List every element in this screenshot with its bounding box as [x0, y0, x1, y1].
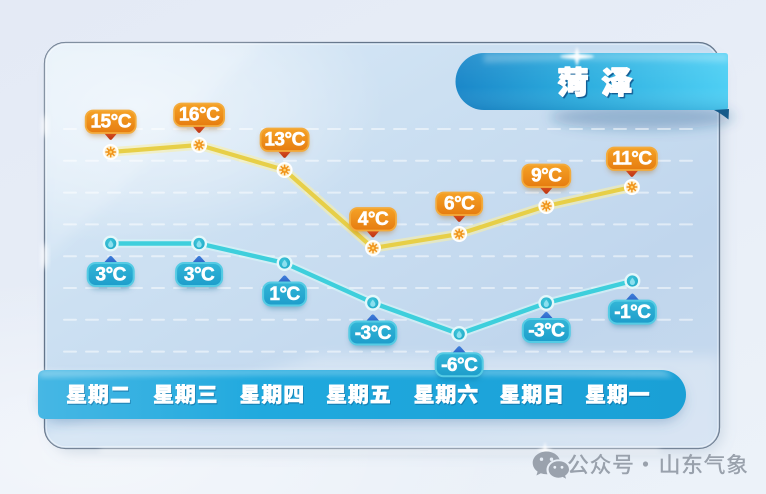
svg-text:4°C: 4°C — [358, 209, 389, 230]
svg-text:-6°C: -6°C — [441, 355, 478, 376]
svg-text:-1°C: -1°C — [614, 302, 651, 323]
svg-text:6°C: 6°C — [444, 194, 475, 215]
svg-text:9°C: 9°C — [531, 166, 562, 187]
svg-text:-3°C: -3°C — [528, 321, 565, 342]
svg-text:13°C: 13°C — [264, 130, 305, 151]
svg-text:-3°C: -3°C — [355, 323, 392, 344]
svg-text:11°C: 11°C — [612, 149, 652, 170]
svg-text:16°C: 16°C — [179, 105, 220, 126]
svg-text:3°C: 3°C — [96, 265, 127, 286]
svg-text:3°C: 3°C — [184, 265, 215, 286]
svg-text:1°C: 1°C — [269, 284, 300, 305]
svg-text:15°C: 15°C — [90, 112, 131, 133]
